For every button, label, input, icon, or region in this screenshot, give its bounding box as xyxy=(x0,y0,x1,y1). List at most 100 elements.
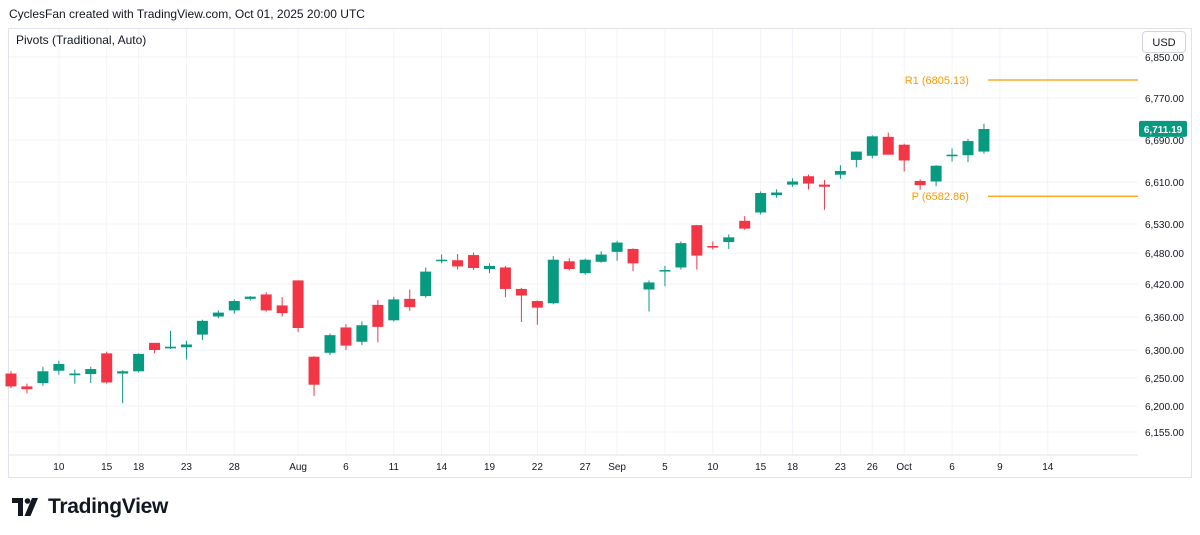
candle-body xyxy=(850,151,862,160)
candle-up xyxy=(212,310,224,319)
candle-body xyxy=(21,386,33,390)
x-tick-label: 18 xyxy=(133,462,145,473)
candle-body xyxy=(244,296,256,299)
chart-frame xyxy=(8,28,1192,478)
candle-up xyxy=(866,135,878,159)
candle-body xyxy=(133,353,145,372)
candle-body xyxy=(276,305,288,314)
x-tick-label: 26 xyxy=(867,462,879,473)
candle-up xyxy=(388,296,400,322)
candle-down xyxy=(707,241,719,250)
candle-body xyxy=(436,259,448,262)
candle-down xyxy=(531,300,543,325)
candle-body xyxy=(675,243,687,268)
candle-body xyxy=(563,261,575,270)
candle-body xyxy=(739,220,751,229)
candle-body xyxy=(579,259,591,274)
price-axis: 6,850.00 6,770.00 6,690.00 6,610.00 6,530.00… xyxy=(1139,53,1187,439)
candle-body xyxy=(388,299,400,321)
candle-body xyxy=(228,301,240,311)
tradingview-logo-icon xyxy=(12,498,38,516)
candle-up xyxy=(133,353,145,373)
x-tick-label: 23 xyxy=(181,462,193,473)
candle-body xyxy=(531,301,543,308)
x-tick-label: 14 xyxy=(1042,462,1054,473)
candle-body xyxy=(37,371,49,384)
pivot-label: P (6582.86) xyxy=(912,191,969,203)
candle-up xyxy=(180,340,192,360)
candle-down xyxy=(468,252,480,271)
candle-down xyxy=(340,324,352,350)
candle-down xyxy=(499,265,511,298)
candle-down xyxy=(515,287,527,322)
candle-body xyxy=(643,282,655,290)
candle-body xyxy=(69,373,81,376)
candle-up xyxy=(324,333,336,356)
candle-up xyxy=(228,299,240,314)
candle-body xyxy=(547,259,559,304)
candle-down xyxy=(101,351,113,384)
candle-body xyxy=(707,246,719,248)
x-tick-label: 19 xyxy=(484,462,496,473)
candle-down xyxy=(308,356,320,396)
candle-body xyxy=(818,184,830,187)
y-tick-label: 6,530.00 xyxy=(1145,220,1184,231)
candle-up xyxy=(547,256,559,305)
candle-down xyxy=(21,383,33,394)
candle-body xyxy=(595,254,607,262)
x-tick-label: Oct xyxy=(896,462,912,473)
y-tick-label: 6,420.00 xyxy=(1145,280,1184,291)
y-tick-label: 6,480.00 xyxy=(1145,249,1184,260)
x-tick-label: 15 xyxy=(755,462,767,473)
pivot-label: R1 (6805.13) xyxy=(905,75,969,87)
candle-body xyxy=(468,255,480,268)
y-tick-label: 6,200.00 xyxy=(1145,402,1184,413)
candle-down xyxy=(691,225,703,270)
x-tick-label: Aug xyxy=(289,462,307,473)
candle-down xyxy=(627,248,639,272)
candle-body xyxy=(452,260,464,267)
candle-down xyxy=(260,292,272,312)
candle-body xyxy=(324,335,336,353)
candle-up xyxy=(595,251,607,263)
tradingview-wordmark: TradingView xyxy=(48,495,169,518)
candle-down xyxy=(292,280,304,332)
candle-up xyxy=(771,189,783,198)
candle-up xyxy=(53,360,65,375)
candle-up xyxy=(196,319,208,341)
candle-down xyxy=(452,254,464,270)
candle-body xyxy=(691,225,703,256)
candle-up xyxy=(579,258,591,275)
candle-body xyxy=(212,312,224,317)
candle-down xyxy=(404,289,416,311)
y-tick-label: 6,770.00 xyxy=(1145,94,1184,105)
indicator-legend[interactable]: Pivots (Traditional, Auto) xyxy=(16,33,147,47)
y-tick-label: 6,360.00 xyxy=(1145,313,1184,324)
x-tick-label: 6 xyxy=(343,462,349,473)
currency-selector[interactable]: USD xyxy=(1142,31,1186,53)
candle-up xyxy=(37,366,49,386)
candle-down xyxy=(563,258,575,271)
x-tick-label: 10 xyxy=(707,462,719,473)
candle-down xyxy=(818,179,830,210)
candle-body xyxy=(356,325,368,342)
y-tick-label: 6,610.00 xyxy=(1145,178,1184,189)
candle-up xyxy=(165,330,176,349)
x-tick-label: 14 xyxy=(436,462,448,473)
x-tick-label: Sep xyxy=(608,462,626,473)
candle-up xyxy=(723,234,735,249)
candle-body xyxy=(515,288,527,296)
candle-body xyxy=(372,304,384,327)
candle-up xyxy=(834,165,846,179)
x-tick-label: 28 xyxy=(229,462,241,473)
candle-body xyxy=(85,369,97,375)
candle-up xyxy=(69,369,81,384)
x-tick-label: 23 xyxy=(835,462,847,473)
x-tick-label: 9 xyxy=(997,462,1003,473)
x-tick-label: 10 xyxy=(53,462,65,473)
x-tick-label: 22 xyxy=(532,462,544,473)
candle-up xyxy=(484,263,495,274)
candle-body xyxy=(484,265,495,270)
x-tick-label: 27 xyxy=(580,462,592,473)
